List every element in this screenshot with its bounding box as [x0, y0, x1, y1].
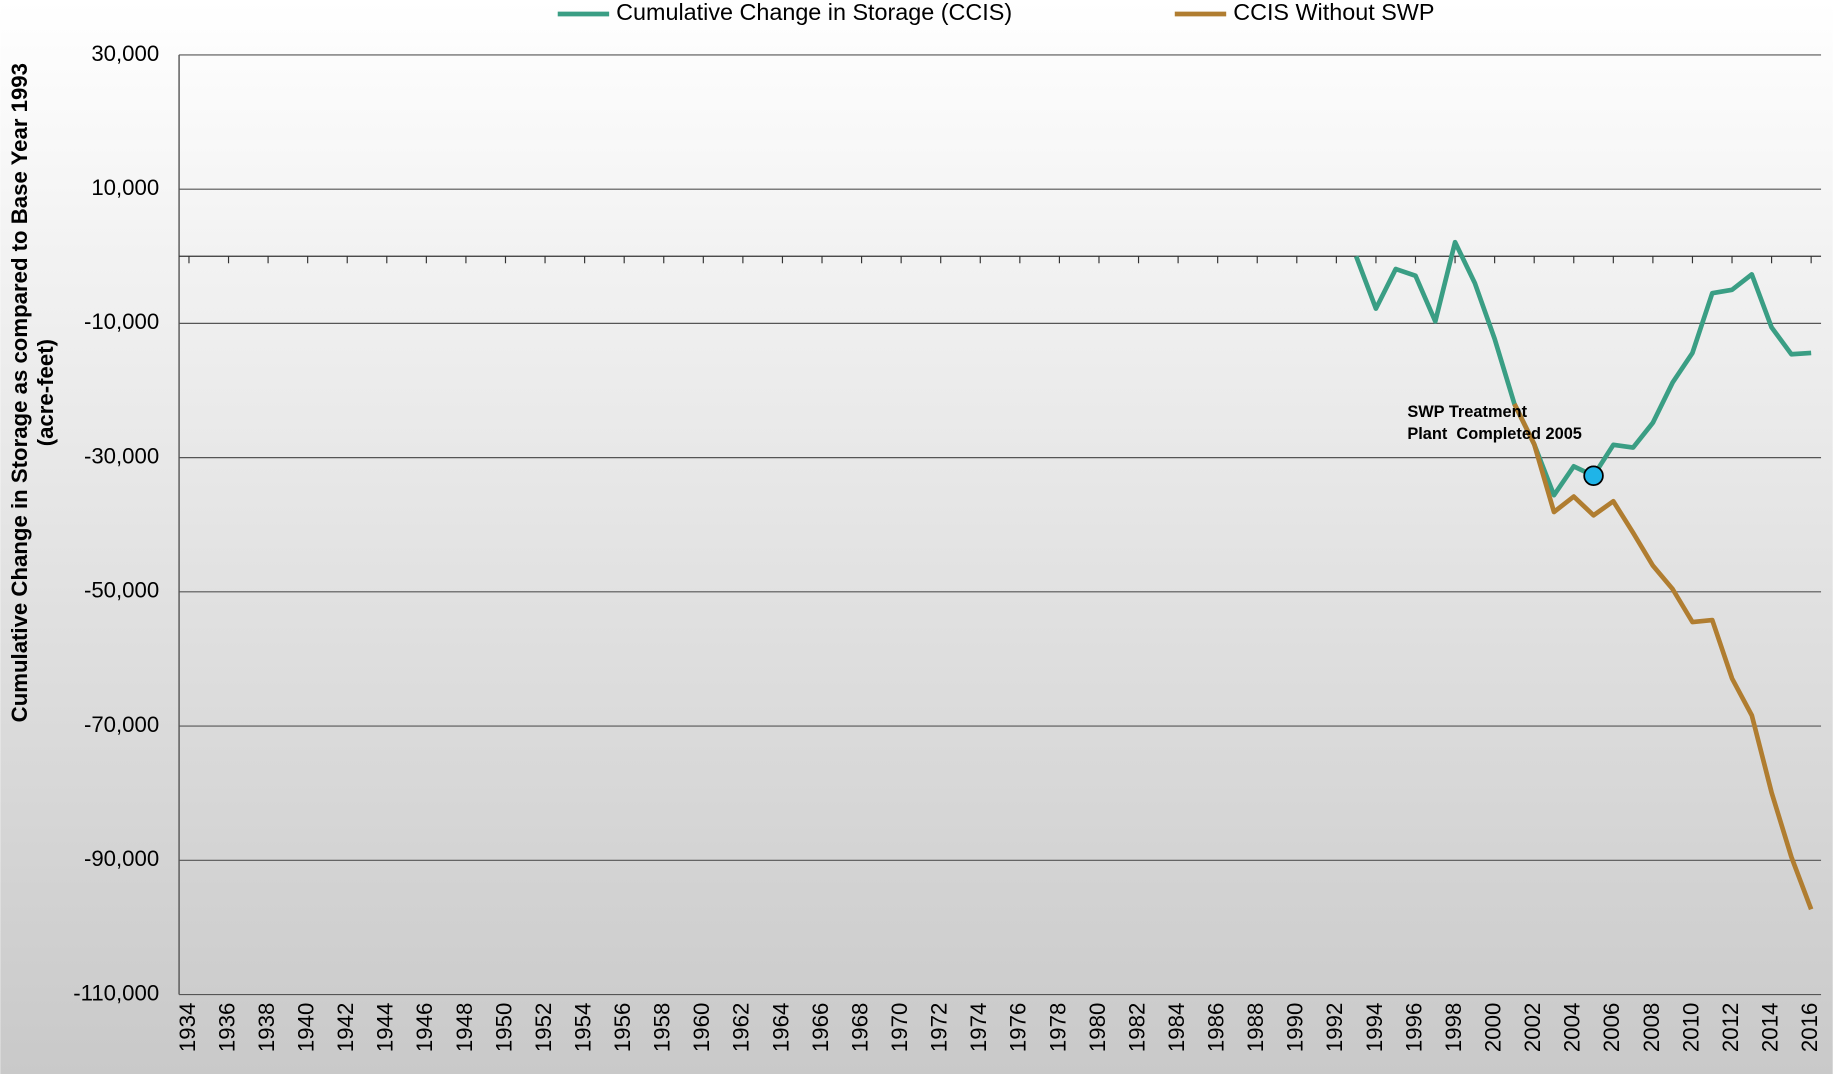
x-tick-label: 1964 — [768, 1003, 793, 1052]
x-tick-label: 1948 — [452, 1003, 477, 1052]
x-tick-label: 1950 — [491, 1003, 516, 1052]
x-tick-label: 1938 — [254, 1003, 279, 1052]
x-tick-label: 1968 — [847, 1003, 872, 1052]
x-tick-label: 1942 — [333, 1003, 358, 1052]
x-tick-label: 1954 — [570, 1003, 595, 1052]
x-tick-label: 1960 — [689, 1003, 714, 1052]
x-tick-label: 2008 — [1639, 1003, 1664, 1052]
x-tick-label: 1982 — [1124, 1003, 1149, 1052]
annotation-text: SWP Treatment — [1407, 403, 1527, 421]
x-tick-label: 1946 — [412, 1003, 437, 1052]
y-axis-title-line: Cumulative Change in Storage as compared… — [7, 63, 32, 722]
x-tick-label: 1958 — [650, 1003, 675, 1052]
y-tick-label: -70,000 — [84, 712, 159, 737]
x-tick-label: 1940 — [294, 1003, 319, 1052]
x-tick-label: 1986 — [1204, 1003, 1229, 1052]
x-tick-label: 1990 — [1283, 1003, 1308, 1052]
x-tick-label: 2010 — [1678, 1003, 1703, 1052]
y-tick-label: -50,000 — [84, 578, 159, 603]
legend-label: Cumulative Change in Storage (CCIS) — [616, 0, 1012, 25]
x-tick-label: 2000 — [1480, 1003, 1505, 1052]
x-tick-label: 1974 — [966, 1003, 991, 1052]
y-axis-title: Cumulative Change in Storage as compared… — [7, 63, 58, 722]
annotation-text: Plant Completed 2005 — [1407, 425, 1582, 443]
x-tick-label: 1970 — [887, 1003, 912, 1052]
x-tick-label: 1962 — [729, 1003, 754, 1052]
x-tick-label: 1976 — [1006, 1003, 1031, 1052]
x-tick-label: 2014 — [1757, 1003, 1782, 1052]
y-tick-label: -110,000 — [73, 980, 159, 1005]
x-tick-label: 1992 — [1322, 1003, 1347, 1052]
x-tick-label: 2002 — [1520, 1003, 1545, 1052]
x-tick-label: 1936 — [214, 1003, 239, 1052]
y-tick-label: -30,000 — [84, 443, 159, 468]
x-tick-label: 1956 — [610, 1003, 635, 1052]
x-tick-label: 2012 — [1718, 1003, 1743, 1052]
x-tick-label: 1952 — [531, 1003, 556, 1052]
x-tick-label: 2016 — [1797, 1003, 1822, 1052]
y-axis-title-line: (acre-feet) — [33, 339, 58, 446]
x-tick-label: 1944 — [373, 1003, 398, 1052]
x-tick-label: 1984 — [1164, 1003, 1189, 1052]
x-tick-label: 1934 — [175, 1003, 200, 1052]
x-tick-label: 1980 — [1085, 1003, 1110, 1052]
y-tick-label: 30,000 — [91, 41, 159, 66]
y-tick-label: -10,000 — [84, 309, 159, 334]
legend-label: CCIS Without SWP — [1233, 0, 1434, 25]
x-tick-label: 2004 — [1560, 1003, 1585, 1052]
x-tick-label: 1998 — [1441, 1003, 1466, 1052]
x-tick-label: 1966 — [808, 1003, 833, 1052]
annotation-marker — [1583, 465, 1604, 486]
data-line — [1353, 239, 1812, 498]
y-tick-label: 10,000 — [91, 175, 159, 200]
data-line — [1512, 402, 1814, 911]
x-tick-label: 1978 — [1045, 1003, 1070, 1052]
x-tick-label: 2006 — [1599, 1003, 1624, 1052]
x-tick-label: 1972 — [927, 1003, 952, 1052]
x-tick-label: 1988 — [1243, 1003, 1268, 1052]
y-tick-label: -90,000 — [84, 846, 159, 871]
x-tick-label: 1994 — [1362, 1003, 1387, 1052]
x-tick-label: 1996 — [1401, 1003, 1426, 1052]
